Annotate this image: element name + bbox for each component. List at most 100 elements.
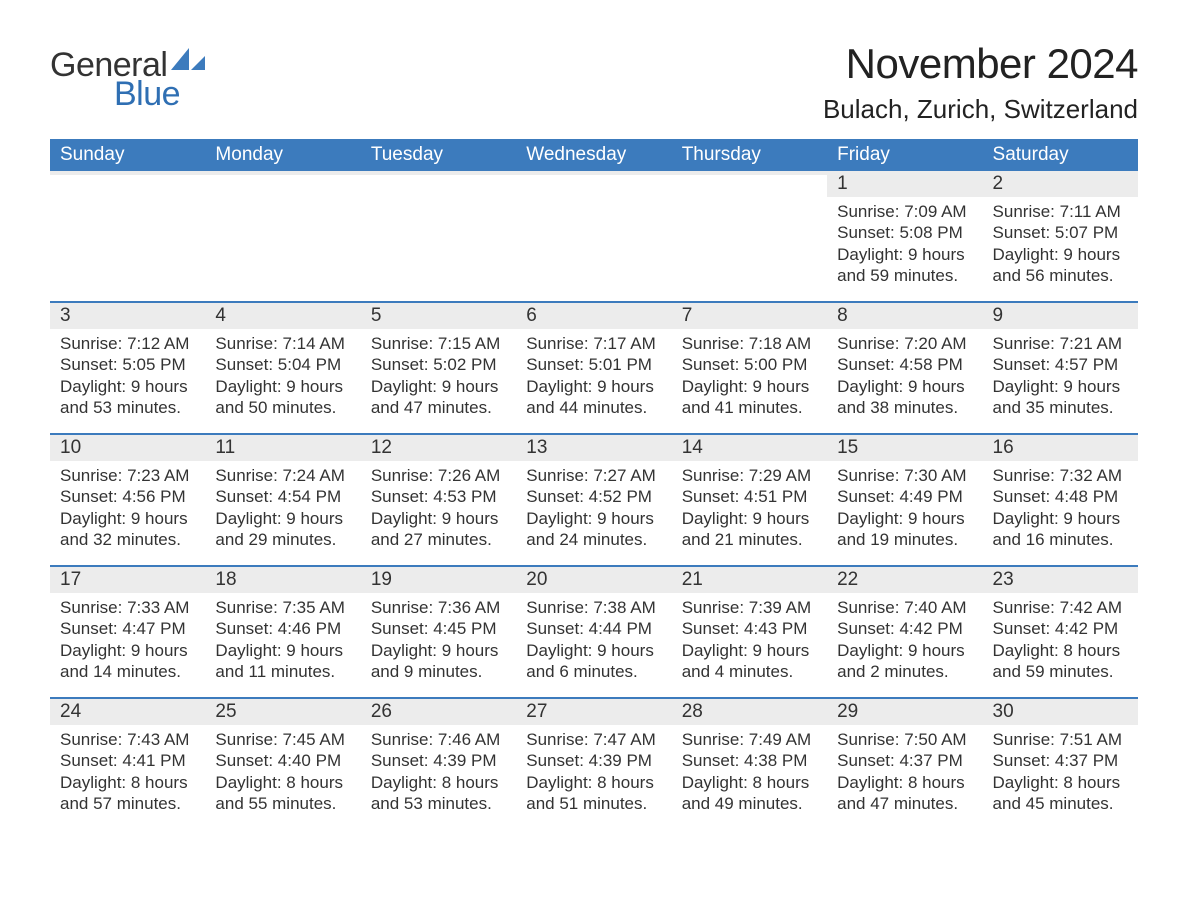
day-number: 11	[205, 435, 360, 461]
day-day1: Daylight: 9 hours	[837, 508, 976, 529]
day-cell: 14Sunrise: 7:29 AMSunset: 4:51 PMDayligh…	[672, 435, 827, 565]
day-sunset: Sunset: 4:42 PM	[993, 618, 1132, 639]
day-day1: Daylight: 9 hours	[60, 508, 199, 529]
day-cell: 22Sunrise: 7:40 AMSunset: 4:42 PMDayligh…	[827, 567, 982, 697]
day-sunset: Sunset: 4:48 PM	[993, 486, 1132, 507]
day-day1: Daylight: 9 hours	[682, 508, 821, 529]
day-body: Sunrise: 7:11 AMSunset: 5:07 PMDaylight:…	[983, 197, 1138, 290]
day-cell: 5Sunrise: 7:15 AMSunset: 5:02 PMDaylight…	[361, 303, 516, 433]
day-number: 12	[361, 435, 516, 461]
calendar-page: General Blue November 2024 Bulach, Zuric…	[0, 0, 1188, 859]
day-day2: and 45 minutes.	[993, 793, 1132, 814]
day-sunset: Sunset: 4:58 PM	[837, 354, 976, 375]
dow-wednesday: Wednesday	[516, 139, 671, 171]
day-cell: 9Sunrise: 7:21 AMSunset: 4:57 PMDaylight…	[983, 303, 1138, 433]
day-sunset: Sunset: 4:46 PM	[215, 618, 354, 639]
dow-tuesday: Tuesday	[361, 139, 516, 171]
day-sunrise: Sunrise: 7:17 AM	[526, 333, 665, 354]
day-cell-empty	[672, 171, 827, 301]
day-day2: and 24 minutes.	[526, 529, 665, 550]
day-sunset: Sunset: 4:44 PM	[526, 618, 665, 639]
day-day2: and 29 minutes.	[215, 529, 354, 550]
day-sunrise: Sunrise: 7:49 AM	[682, 729, 821, 750]
day-sunrise: Sunrise: 7:24 AM	[215, 465, 354, 486]
day-sunrise: Sunrise: 7:42 AM	[993, 597, 1132, 618]
day-day2: and 59 minutes.	[837, 265, 976, 286]
day-cell-empty	[361, 171, 516, 301]
day-day1: Daylight: 9 hours	[837, 640, 976, 661]
day-cell: 18Sunrise: 7:35 AMSunset: 4:46 PMDayligh…	[205, 567, 360, 697]
day-day1: Daylight: 9 hours	[682, 640, 821, 661]
day-day1: Daylight: 9 hours	[526, 508, 665, 529]
day-number: 9	[983, 303, 1138, 329]
day-day2: and 38 minutes.	[837, 397, 976, 418]
day-sunset: Sunset: 4:47 PM	[60, 618, 199, 639]
calendar: Sunday Monday Tuesday Wednesday Thursday…	[50, 139, 1138, 829]
day-sunrise: Sunrise: 7:32 AM	[993, 465, 1132, 486]
day-sunrise: Sunrise: 7:38 AM	[526, 597, 665, 618]
day-sunset: Sunset: 4:54 PM	[215, 486, 354, 507]
day-body: Sunrise: 7:30 AMSunset: 4:49 PMDaylight:…	[827, 461, 982, 554]
day-day1: Daylight: 8 hours	[682, 772, 821, 793]
day-sunrise: Sunrise: 7:46 AM	[371, 729, 510, 750]
day-cell: 17Sunrise: 7:33 AMSunset: 4:47 PMDayligh…	[50, 567, 205, 697]
day-body: Sunrise: 7:32 AMSunset: 4:48 PMDaylight:…	[983, 461, 1138, 554]
day-sunset: Sunset: 5:01 PM	[526, 354, 665, 375]
day-body: Sunrise: 7:14 AMSunset: 5:04 PMDaylight:…	[205, 329, 360, 422]
day-day2: and 47 minutes.	[837, 793, 976, 814]
day-sunrise: Sunrise: 7:27 AM	[526, 465, 665, 486]
day-sunset: Sunset: 4:39 PM	[526, 750, 665, 771]
day-cell: 27Sunrise: 7:47 AMSunset: 4:39 PMDayligh…	[516, 699, 671, 829]
day-day2: and 56 minutes.	[993, 265, 1132, 286]
day-day2: and 4 minutes.	[682, 661, 821, 682]
day-body: Sunrise: 7:39 AMSunset: 4:43 PMDaylight:…	[672, 593, 827, 686]
day-cell: 6Sunrise: 7:17 AMSunset: 5:01 PMDaylight…	[516, 303, 671, 433]
day-sunrise: Sunrise: 7:14 AM	[215, 333, 354, 354]
day-day1: Daylight: 8 hours	[215, 772, 354, 793]
day-sunset: Sunset: 5:07 PM	[993, 222, 1132, 243]
day-day1: Daylight: 9 hours	[371, 376, 510, 397]
day-day2: and 19 minutes.	[837, 529, 976, 550]
day-day1: Daylight: 9 hours	[526, 376, 665, 397]
day-body: Sunrise: 7:40 AMSunset: 4:42 PMDaylight:…	[827, 593, 982, 686]
day-sunset: Sunset: 5:00 PM	[682, 354, 821, 375]
day-body: Sunrise: 7:36 AMSunset: 4:45 PMDaylight:…	[361, 593, 516, 686]
week-row: 3Sunrise: 7:12 AMSunset: 5:05 PMDaylight…	[50, 301, 1138, 433]
day-number: 22	[827, 567, 982, 593]
day-body	[516, 175, 671, 183]
day-cell: 16Sunrise: 7:32 AMSunset: 4:48 PMDayligh…	[983, 435, 1138, 565]
day-day2: and 57 minutes.	[60, 793, 199, 814]
day-sunrise: Sunrise: 7:15 AM	[371, 333, 510, 354]
day-number: 19	[361, 567, 516, 593]
day-sunset: Sunset: 5:08 PM	[837, 222, 976, 243]
dow-friday: Friday	[827, 139, 982, 171]
day-day1: Daylight: 9 hours	[215, 376, 354, 397]
day-sunrise: Sunrise: 7:36 AM	[371, 597, 510, 618]
day-cell: 28Sunrise: 7:49 AMSunset: 4:38 PMDayligh…	[672, 699, 827, 829]
day-sunrise: Sunrise: 7:40 AM	[837, 597, 976, 618]
day-number: 25	[205, 699, 360, 725]
day-sunset: Sunset: 4:39 PM	[371, 750, 510, 771]
day-number: 8	[827, 303, 982, 329]
day-day1: Daylight: 8 hours	[837, 772, 976, 793]
day-day1: Daylight: 8 hours	[993, 772, 1132, 793]
day-day2: and 6 minutes.	[526, 661, 665, 682]
day-number: 27	[516, 699, 671, 725]
day-day1: Daylight: 9 hours	[993, 244, 1132, 265]
day-day2: and 16 minutes.	[993, 529, 1132, 550]
day-sunset: Sunset: 4:40 PM	[215, 750, 354, 771]
day-sunset: Sunset: 4:49 PM	[837, 486, 976, 507]
day-day2: and 55 minutes.	[215, 793, 354, 814]
day-day2: and 50 minutes.	[215, 397, 354, 418]
day-sunrise: Sunrise: 7:20 AM	[837, 333, 976, 354]
day-number: 2	[983, 171, 1138, 197]
day-day2: and 51 minutes.	[526, 793, 665, 814]
day-sunrise: Sunrise: 7:18 AM	[682, 333, 821, 354]
day-sunrise: Sunrise: 7:21 AM	[993, 333, 1132, 354]
day-number: 24	[50, 699, 205, 725]
day-number: 3	[50, 303, 205, 329]
day-sunrise: Sunrise: 7:29 AM	[682, 465, 821, 486]
dow-sunday: Sunday	[50, 139, 205, 171]
day-body: Sunrise: 7:51 AMSunset: 4:37 PMDaylight:…	[983, 725, 1138, 818]
day-cell: 24Sunrise: 7:43 AMSunset: 4:41 PMDayligh…	[50, 699, 205, 829]
